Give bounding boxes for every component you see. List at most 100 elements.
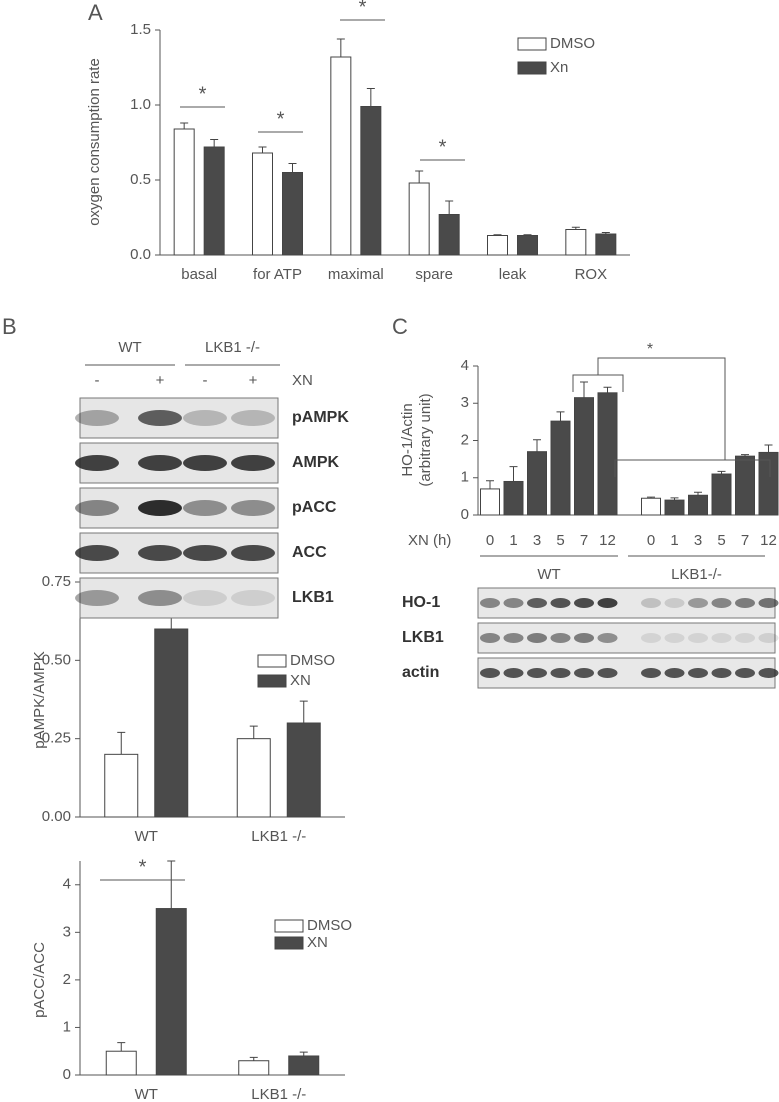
blot-band [688, 633, 708, 643]
treatment-label: + [249, 372, 258, 389]
blot-band [758, 668, 779, 678]
error-bar [117, 731, 126, 755]
blot-band [480, 633, 500, 643]
error-bar [415, 170, 424, 183]
significance-star: * [359, 0, 367, 18]
error-bar [336, 38, 345, 57]
blot-band [138, 590, 182, 606]
blot-band [735, 668, 755, 678]
blot-band [711, 633, 732, 643]
y-tick-label: 0 [63, 1066, 71, 1083]
blot-band [138, 500, 182, 516]
bar [408, 182, 430, 256]
blot-band [75, 590, 119, 606]
bar [238, 1060, 270, 1076]
x-axis-label: XN (h) [408, 532, 451, 549]
y-tick-label: 0.50 [42, 651, 71, 668]
legend-swatch [274, 936, 304, 950]
blot-band [641, 668, 661, 678]
blot-band [641, 633, 661, 643]
bar [203, 146, 225, 256]
error-bar [167, 860, 176, 909]
blot-band [641, 598, 661, 608]
blot-band [550, 633, 571, 643]
y-tick-label: 4 [461, 357, 469, 374]
blot-band [231, 500, 275, 516]
significance-star: * [277, 108, 285, 130]
error-bar [299, 700, 308, 723]
band-label: ACC [292, 544, 327, 561]
band-label: actin [402, 664, 439, 681]
bar [487, 235, 508, 256]
x-tick-label: 7 [580, 532, 588, 549]
blot-band [138, 455, 182, 471]
blot-band [735, 633, 755, 643]
significance-star: * [139, 856, 147, 878]
blot-band [503, 668, 524, 678]
error-bar [299, 1051, 308, 1056]
error-bar [533, 439, 541, 452]
bar [282, 172, 303, 256]
legend-label: XN [307, 934, 328, 951]
x-tick-label: basal [181, 266, 217, 283]
x-tick-label: WT [135, 1086, 158, 1102]
treatment-label: + [156, 372, 165, 389]
bar [154, 628, 189, 818]
blot-strip [79, 577, 279, 619]
bar [527, 451, 547, 516]
bar [664, 499, 685, 516]
blot-band [597, 668, 618, 678]
group-label: LKB1-/- [671, 566, 722, 583]
blot-band [527, 598, 547, 608]
error-bar [764, 444, 773, 453]
y-tick-label: 1 [63, 1018, 71, 1035]
blot-band [480, 598, 500, 608]
blot-band [503, 598, 524, 608]
error-bar [288, 163, 297, 173]
bar [236, 738, 271, 818]
blot-band [231, 455, 275, 471]
error-bar [603, 386, 612, 393]
bar [597, 392, 618, 516]
blot-band [527, 668, 547, 678]
error-bar [509, 466, 518, 482]
y-tick-label: 0.00 [42, 808, 71, 825]
blot-group-label: LKB1 -/- [205, 339, 260, 356]
y-tick-label: 4 [63, 876, 71, 893]
blot-band [138, 410, 182, 426]
error-bar [117, 1042, 126, 1052]
panel-letter: A [88, 0, 103, 25]
x-tick-label: for ATP [253, 266, 302, 283]
x-tick-label: 1 [509, 532, 517, 549]
bar [758, 451, 779, 516]
x-tick-label: spare [415, 266, 453, 283]
blot-band [735, 598, 755, 608]
bar [517, 235, 538, 256]
blot-band [183, 455, 227, 471]
band-label: LKB1 [292, 589, 334, 606]
bar [104, 753, 139, 818]
y-tick-label: 1.5 [130, 21, 151, 38]
blot-band [550, 598, 571, 608]
x-tick-label: 3 [533, 532, 541, 549]
blot-band [550, 668, 571, 678]
blot-band [574, 668, 594, 678]
band-label: AMPK [292, 454, 340, 471]
error-bar [523, 234, 532, 236]
bar [173, 128, 195, 256]
blot-band [711, 598, 732, 608]
error-bar [647, 496, 655, 499]
legend-label: Xn [550, 59, 568, 76]
legend-label: DMSO [290, 652, 335, 669]
y-tick-label: 0.5 [130, 171, 151, 188]
error-bar [493, 234, 502, 236]
bar [155, 908, 187, 1076]
treatment-label: - [95, 372, 100, 389]
x-tick-label: leak [499, 266, 527, 283]
blot-band [231, 410, 275, 426]
error-bar [717, 470, 726, 475]
blot-group-label: WT [118, 339, 141, 356]
error-bar [571, 226, 580, 230]
bar [688, 494, 708, 516]
